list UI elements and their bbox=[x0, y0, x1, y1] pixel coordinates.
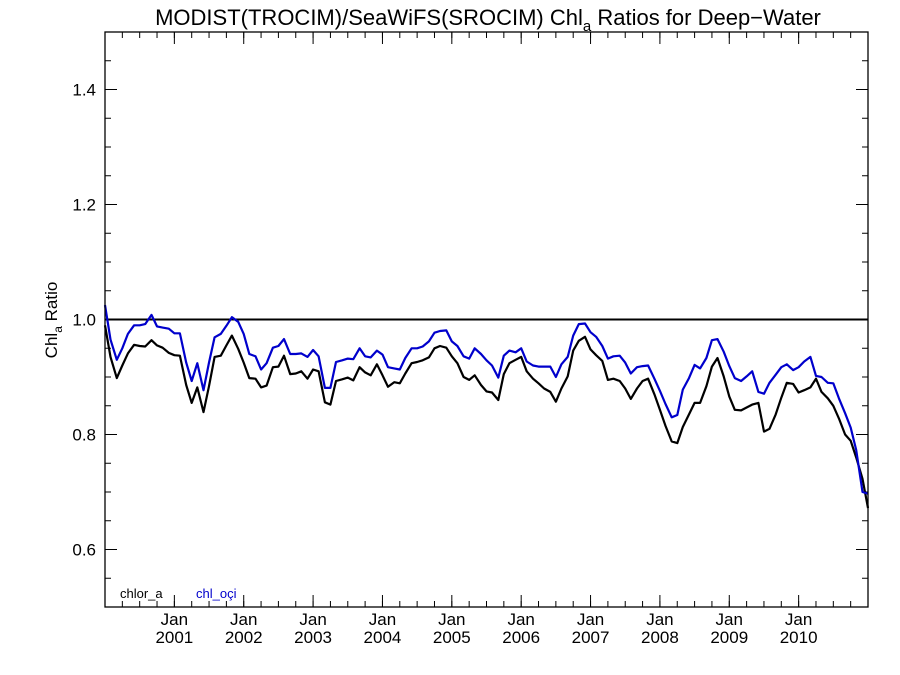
y-tick-label: 1.4 bbox=[72, 81, 96, 100]
x-tick-label-year: 2005 bbox=[433, 628, 471, 647]
chart-title-tail: Ratios for Deep−Water bbox=[591, 5, 821, 30]
x-tick-label-month: Jan bbox=[299, 610, 326, 629]
x-tick-label-month: Jan bbox=[646, 610, 673, 629]
legend-entry: chlor_a bbox=[120, 586, 163, 601]
x-tick-label-month: Jan bbox=[507, 610, 534, 629]
x-tick-label-year: 2009 bbox=[710, 628, 748, 647]
x-tick-label-year: 2003 bbox=[294, 628, 332, 647]
x-tick-label-month: Jan bbox=[438, 610, 465, 629]
x-tick-label-year: 2004 bbox=[364, 628, 402, 647]
series-group bbox=[103, 304, 870, 509]
x-tick-label-year: 2002 bbox=[225, 628, 263, 647]
x-tick-label-year: 2010 bbox=[780, 628, 818, 647]
x-tick-label-month: Jan bbox=[785, 610, 812, 629]
chart-title-subscript: a bbox=[583, 18, 592, 35]
y-axis-label: Chla Ratio bbox=[42, 282, 65, 359]
x-tick-label-year: 2007 bbox=[572, 628, 610, 647]
x-tick-label-month: Jan bbox=[577, 610, 604, 629]
chart-title-main: MODIST(TROCIM)/SeaWiFS(SROCIM) Chl bbox=[155, 5, 583, 30]
x-tick-label-month: Jan bbox=[716, 610, 743, 629]
chart-title: MODIST(TROCIM)/SeaWiFS(SROCIM) Chla Rati… bbox=[155, 5, 821, 35]
y-axis-label-main: Chl bbox=[42, 333, 61, 359]
legend-entry: chl_oçi bbox=[196, 586, 237, 601]
legend: chlor_a chl_oçi bbox=[120, 586, 237, 601]
y-axis-label-tail: Ratio bbox=[42, 282, 61, 326]
x-tick-label-month: Jan bbox=[161, 610, 188, 629]
x-tick-label-month: Jan bbox=[369, 610, 396, 629]
y-tick-label: 0.8 bbox=[72, 426, 96, 445]
y-axis-label-subscript: a bbox=[51, 326, 65, 333]
y-tick-label: 0.6 bbox=[72, 541, 96, 560]
plot-frame bbox=[104, 31, 869, 608]
y-tick-label: 1.2 bbox=[72, 196, 96, 215]
x-tick-label-year: 2001 bbox=[155, 628, 193, 647]
series-line-chl-o-i bbox=[103, 304, 869, 495]
y-tick-label: 1.0 bbox=[72, 311, 96, 330]
x-tick-label-month: Jan bbox=[230, 610, 257, 629]
x-tick-label-year: 2008 bbox=[641, 628, 679, 647]
x-tick-label-year: 2006 bbox=[502, 628, 540, 647]
tick-labels: 0.60.81.01.21.4Jan2001Jan2002Jan2003Jan2… bbox=[72, 81, 817, 648]
series-line-chlor-a bbox=[103, 325, 870, 509]
